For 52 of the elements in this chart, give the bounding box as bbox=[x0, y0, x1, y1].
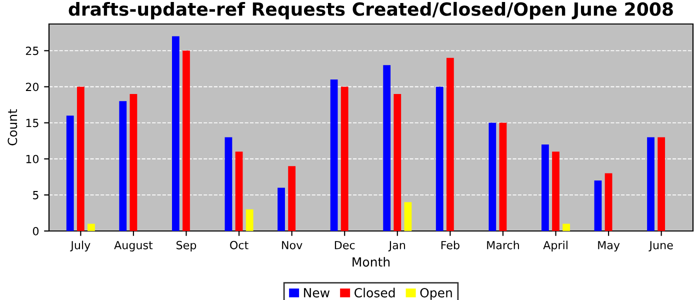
bar bbox=[76, 86, 84, 231]
bar bbox=[446, 58, 454, 231]
x-tick-label: Feb bbox=[441, 240, 460, 250]
bar bbox=[278, 188, 285, 231]
x-tick-label: July bbox=[70, 240, 90, 252]
chart-title: drafts-update-ref Requests Created/Closed/Open June 2008 bbox=[68, 2, 673, 20]
legend-label: Closed bbox=[354, 288, 395, 298]
y-tick-label: 15 bbox=[26, 118, 38, 128]
x-axis-title: Month bbox=[352, 257, 390, 267]
bar bbox=[647, 137, 654, 231]
bar bbox=[235, 152, 243, 231]
x-tick-label: June bbox=[648, 241, 673, 252]
x-tick-label: March bbox=[487, 240, 519, 250]
y-tick-label: 25 bbox=[26, 46, 38, 56]
bar bbox=[604, 173, 612, 231]
bar bbox=[340, 86, 348, 231]
y-tick-label: 20 bbox=[26, 82, 39, 92]
x-tick-label: May bbox=[598, 241, 620, 252]
bar bbox=[288, 166, 296, 231]
bar bbox=[119, 101, 127, 231]
legend-label: New bbox=[304, 288, 330, 298]
bar bbox=[394, 94, 402, 231]
y-axis-title: Count bbox=[8, 109, 18, 146]
bar bbox=[383, 65, 391, 231]
y-tick-label: 10 bbox=[26, 154, 39, 164]
y-tick-label: 0 bbox=[32, 226, 39, 236]
bar bbox=[436, 86, 444, 231]
bar bbox=[658, 137, 666, 231]
x-tick-label: August bbox=[114, 241, 153, 252]
bar bbox=[246, 209, 254, 231]
bar bbox=[594, 180, 602, 231]
y-tick-label: 5 bbox=[33, 191, 38, 200]
bar bbox=[499, 122, 507, 231]
bar bbox=[182, 50, 190, 231]
bar bbox=[562, 224, 570, 231]
bar bbox=[552, 152, 560, 231]
legend-label: Open bbox=[420, 288, 452, 300]
x-tick-label: Nov bbox=[282, 241, 302, 250]
bar bbox=[224, 137, 232, 231]
x-tick-label: Jan bbox=[388, 241, 406, 252]
bar bbox=[66, 116, 74, 231]
bar bbox=[404, 202, 412, 231]
x-tick-label: Sep bbox=[176, 240, 196, 252]
bar bbox=[130, 94, 138, 231]
bar bbox=[488, 122, 496, 231]
bar bbox=[330, 80, 338, 231]
bar bbox=[542, 144, 549, 231]
x-tick-label: April bbox=[543, 240, 568, 252]
x-tick-label: Oct bbox=[230, 240, 248, 250]
x-tick-label: Dec bbox=[334, 241, 355, 250]
bar bbox=[88, 224, 95, 231]
bar bbox=[172, 36, 180, 231]
